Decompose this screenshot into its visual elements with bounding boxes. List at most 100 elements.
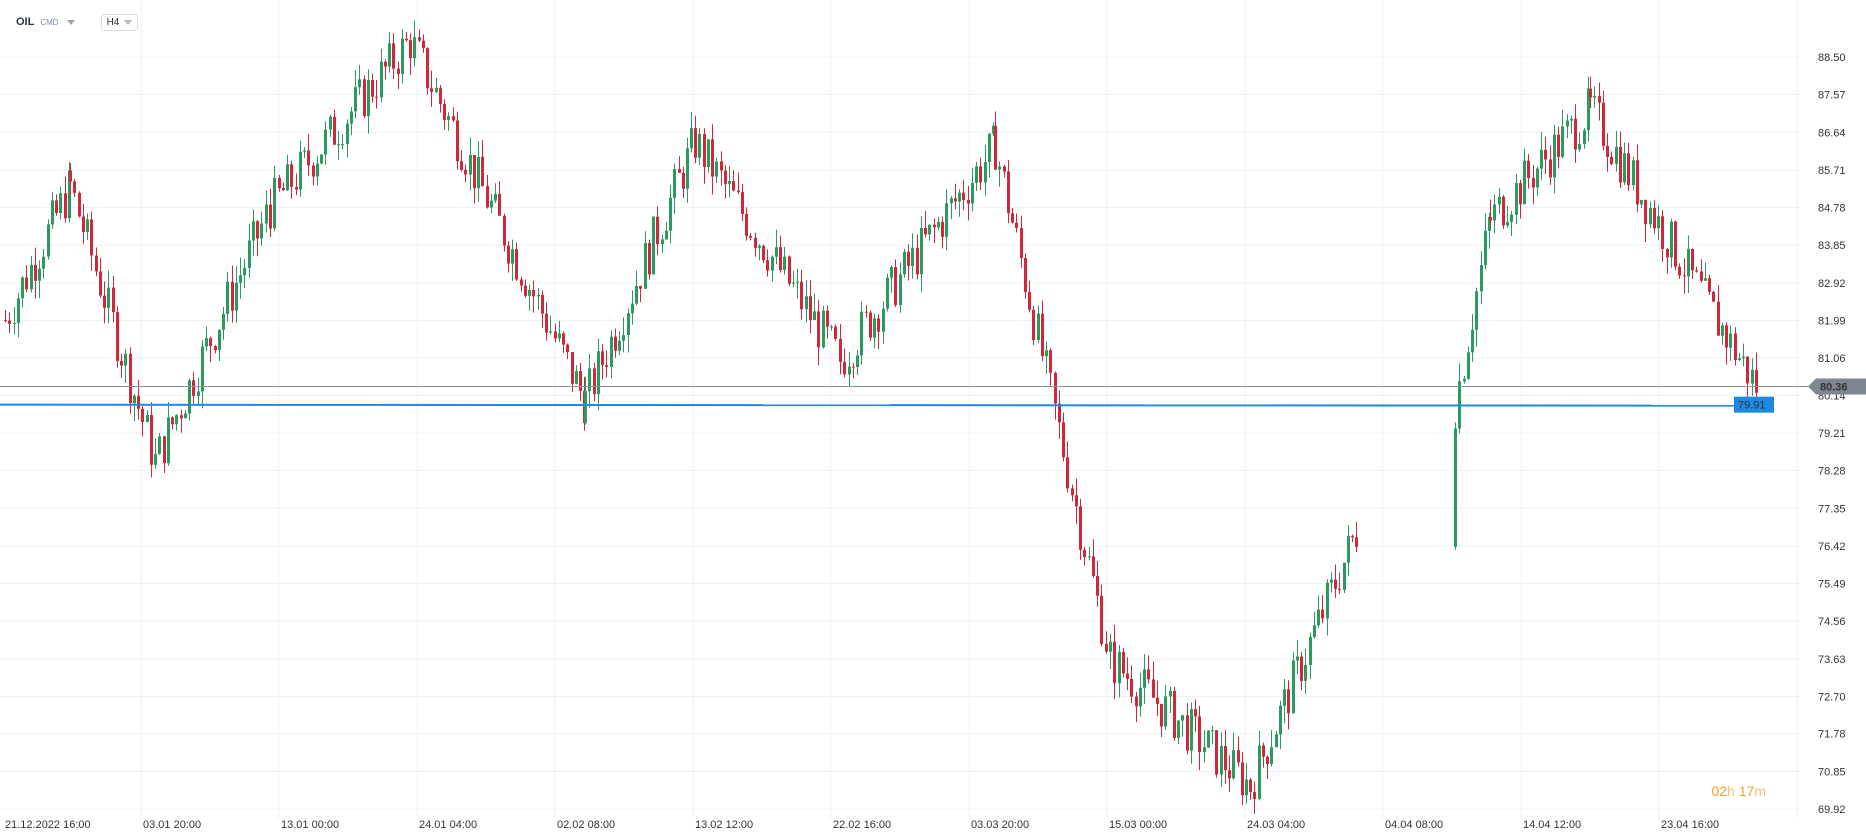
candle-body (1143, 669, 1146, 688)
candle-body (715, 161, 718, 177)
candle-body (120, 361, 123, 366)
candle-body (962, 192, 965, 201)
candle-body (282, 188, 285, 191)
instrument-symbol[interactable]: OIL (16, 16, 35, 28)
candle-body (1700, 271, 1703, 281)
candle-body (1317, 609, 1320, 626)
candle-body (665, 230, 668, 240)
timeframe-select[interactable]: H4 (100, 13, 139, 31)
candle-body (1186, 715, 1189, 751)
candle-body (1602, 102, 1605, 146)
candle-body (1220, 745, 1223, 775)
candle-body (945, 203, 948, 237)
candle-body (1632, 160, 1635, 186)
candle-body (265, 204, 268, 224)
y-tick-label: 75.49 (1818, 579, 1846, 591)
candle-body (158, 436, 161, 454)
candle-body (822, 310, 825, 348)
candle-body (852, 366, 855, 368)
x-tick-label: 15.03 00:00 (1109, 819, 1167, 831)
x-tick-label: 02.02 08:00 (557, 819, 615, 831)
candle-body (1237, 750, 1240, 763)
candle-body (907, 251, 910, 266)
candle-body (1113, 641, 1116, 684)
candle-body (826, 310, 829, 327)
y-tick-label: 79.21 (1818, 428, 1846, 440)
x-tick-label: 13.01 00:00 (281, 819, 339, 831)
x-tick-label: 04.04 08:00 (1385, 819, 1443, 831)
candle-body (1181, 715, 1184, 721)
candle-body (894, 267, 897, 306)
candle-body (1275, 734, 1278, 748)
candle-body (1619, 146, 1622, 183)
candle-body (549, 331, 552, 333)
candle-body (1502, 196, 1505, 226)
candle-body (426, 48, 429, 89)
candle-body (661, 239, 664, 245)
candle-body (1695, 270, 1698, 272)
candle-body (129, 353, 132, 404)
candle-body (192, 380, 195, 396)
y-tick-label: 69.92 (1818, 804, 1846, 816)
x-tick-label: 24.01 04:00 (419, 819, 477, 831)
candle-body (984, 162, 987, 183)
candle-body (384, 61, 387, 67)
candle-body (1471, 329, 1474, 353)
candle-body (728, 181, 731, 184)
y-tick-label: 88.50 (1818, 52, 1846, 64)
candle-body (8, 320, 11, 324)
candle-body (967, 200, 970, 204)
instrument-dropdown-icon[interactable] (66, 19, 75, 25)
candle-body (1245, 779, 1248, 796)
candle-body (796, 281, 799, 283)
candle-body (507, 245, 510, 264)
candle-body (1079, 506, 1082, 550)
candle-body (610, 336, 613, 368)
candle-body (1109, 647, 1112, 652)
candle-body (1028, 291, 1031, 310)
candle-body (1527, 160, 1530, 179)
candle-body (1169, 690, 1172, 697)
candle-body (316, 163, 319, 177)
candle-body (1515, 183, 1518, 215)
candle-body (1292, 660, 1295, 714)
candle-body (269, 210, 272, 229)
candle-body (218, 329, 221, 351)
candle-body (503, 215, 506, 246)
candle-body (324, 129, 327, 155)
y-tick-label: 71.78 (1818, 729, 1846, 741)
candle-body (622, 335, 625, 341)
candle-body (1742, 356, 1745, 359)
candle-body (1309, 636, 1312, 665)
candle-body (175, 415, 178, 425)
candle-body (464, 169, 467, 175)
candle-body (1139, 687, 1142, 707)
candle-body (749, 235, 752, 238)
candle-body (490, 200, 493, 208)
candle-body (1126, 673, 1129, 679)
candle-body (137, 395, 140, 409)
candle-body (333, 116, 336, 145)
candle-body (290, 164, 293, 187)
candle-body (1347, 535, 1350, 563)
candle-body (299, 151, 302, 190)
candle-body (800, 281, 803, 310)
candle-body (1262, 745, 1265, 757)
candle-body (30, 264, 33, 290)
candle-body (554, 331, 557, 339)
candle-body (1687, 248, 1690, 277)
candle-body (460, 161, 463, 170)
candle-body (732, 181, 735, 191)
candle-body (605, 365, 608, 368)
candle-body (1587, 88, 1590, 131)
candle-body (1566, 120, 1569, 127)
candle-body (413, 37, 416, 59)
y-tick-label: 82.92 (1818, 278, 1846, 290)
candle-body (469, 155, 472, 175)
candle-body (42, 256, 45, 269)
candle-body (1062, 422, 1065, 458)
candle-body (222, 313, 225, 330)
candle-body (682, 172, 685, 189)
candle-body (1041, 313, 1044, 357)
